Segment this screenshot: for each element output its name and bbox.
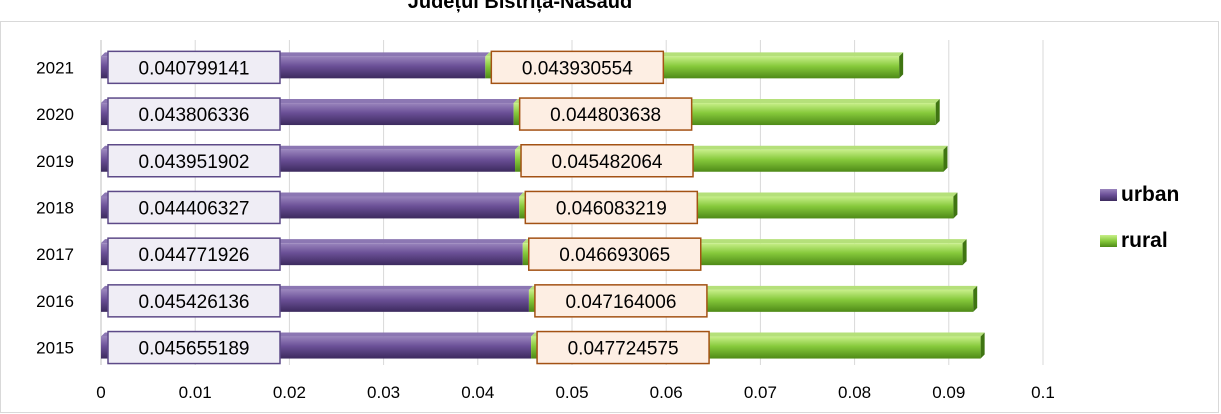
- data-label-box-urban: [107, 284, 281, 318]
- data-label-box-urban: [107, 50, 281, 85]
- data-label-box-urban: [107, 330, 281, 365]
- data-label-urban: 0.045426136: [139, 292, 250, 313]
- data-label-rural: 0.046083219: [556, 198, 667, 219]
- x-tick-label: 0.02: [273, 383, 306, 402]
- data-label-box-rural: [536, 330, 710, 365]
- x-tick-label: 0.09: [932, 383, 965, 402]
- x-tick-label: 0.07: [744, 383, 777, 402]
- legend-swatch-urban: [1100, 189, 1117, 201]
- legend-item-urban: urban: [1100, 180, 1179, 210]
- data-label-box-urban: [107, 237, 281, 271]
- y-tick-label: 2017: [36, 245, 74, 264]
- x-tick-label: 0: [96, 383, 105, 402]
- y-tick-label: 2018: [36, 198, 74, 217]
- bar-rural-side: [943, 145, 948, 172]
- legend-label-urban: urban: [1121, 183, 1180, 206]
- y-tick-label: 2019: [36, 152, 74, 171]
- bar-rural-side: [899, 52, 904, 79]
- y-tick-label: 2020: [36, 105, 74, 124]
- bar-rural-side: [953, 192, 958, 219]
- y-tick-label: 2021: [36, 58, 74, 77]
- chart-title: Județul Bistrița-Năsăud: [407, 0, 633, 13]
- data-label-urban: 0.044406327: [139, 198, 250, 219]
- x-tick-label: 0.01: [179, 383, 212, 402]
- bar-rural-side: [980, 332, 985, 359]
- data-label-rural: 0.046693065: [559, 245, 670, 266]
- bar-rural-side: [973, 285, 978, 312]
- x-tick-label: 0.08: [838, 383, 871, 402]
- data-label-box-rural: [524, 190, 699, 225]
- bar-rural-side: [962, 239, 967, 266]
- data-label-box-rural: [528, 237, 702, 271]
- bar-rural-side: [935, 99, 940, 126]
- legend: urban rural: [1100, 180, 1179, 272]
- x-tick-label: 0.06: [650, 383, 683, 402]
- data-label-box-urban: [107, 144, 281, 178]
- x-tick-label: 0.1: [1031, 383, 1055, 402]
- data-label-box-urban: [107, 190, 281, 225]
- data-label-urban: 0.043806336: [139, 105, 250, 126]
- data-label-urban: 0.044771926: [139, 245, 250, 266]
- data-label-rural: 0.043930554: [522, 58, 633, 79]
- data-label-rural: 0.044803638: [550, 105, 661, 126]
- data-label-rural: 0.045482064: [552, 152, 663, 173]
- legend-swatch-rural: [1100, 235, 1117, 247]
- y-tick-label: 2016: [36, 292, 74, 311]
- data-label-rural: 0.047724575: [568, 339, 679, 360]
- data-label-box-rural: [518, 97, 693, 131]
- data-label-urban: 0.045655189: [139, 339, 250, 360]
- data-label-urban: 0.043951902: [139, 152, 250, 173]
- legend-item-rural: rural: [1100, 226, 1179, 256]
- data-label-box-rural: [534, 284, 708, 318]
- data-label-rural: 0.047164006: [565, 292, 676, 313]
- y-tick-label: 2015: [36, 339, 74, 358]
- data-label-urban: 0.040799141: [139, 58, 250, 79]
- x-tick-label: 0.04: [461, 383, 494, 402]
- data-label-box-rural: [490, 50, 665, 85]
- legend-label-rural: rural: [1121, 229, 1168, 252]
- data-label-box-rural: [520, 144, 694, 178]
- x-tick-label: 0.03: [367, 383, 400, 402]
- data-label-box-urban: [107, 97, 281, 131]
- x-tick-label: 0.05: [555, 383, 588, 402]
- chart-frame: [0, 21, 1219, 413]
